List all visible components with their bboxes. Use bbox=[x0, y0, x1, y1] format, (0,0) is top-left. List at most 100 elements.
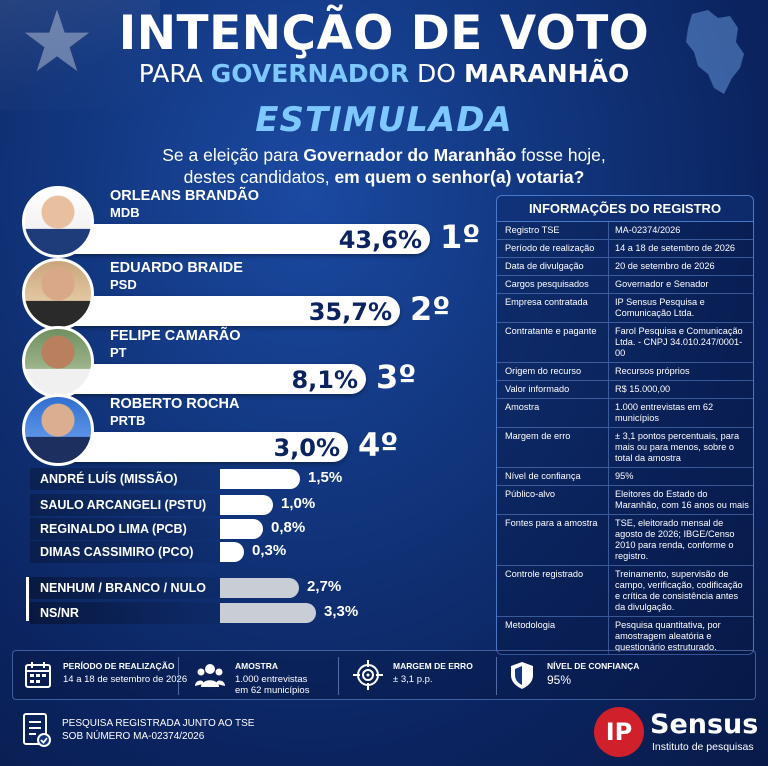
map-icon bbox=[686, 10, 744, 94]
registry-table: INFORMAÇÕES DO REGISTRO Registro TSE MA-0… bbox=[496, 195, 754, 655]
candidate-rank: 4º bbox=[358, 426, 399, 464]
page-title: INTENÇÃO DE VOTO bbox=[118, 6, 650, 61]
minor-candidate-bar bbox=[220, 469, 300, 489]
sample-value-line: 1.000 entrevistas bbox=[235, 674, 308, 685]
other-option-row: NS/NR 3,3% bbox=[30, 602, 358, 624]
star-icon bbox=[24, 9, 90, 72]
logo-name: Sensus bbox=[650, 709, 759, 740]
registry-row: Cargos pesquisados Governador e Senador bbox=[497, 276, 753, 294]
minor-candidate-name: REGINALDO LIMA (PCB) bbox=[30, 518, 220, 540]
candidate-party: PT bbox=[110, 345, 127, 360]
candidate-party: MDB bbox=[110, 205, 140, 220]
registry-key: Contratante e pagante bbox=[497, 323, 609, 362]
other-option-name: NENHUM / BRANCO / NULO bbox=[30, 577, 226, 599]
candidate-rank: 3º bbox=[376, 358, 417, 396]
registry-value: Governador e Senador bbox=[615, 279, 709, 289]
minor-candidate-bar bbox=[220, 542, 244, 562]
period-cell: PERÍODO DE REALIZAÇÃO 14 a 18 de setembr… bbox=[13, 651, 187, 701]
registry-row: Contratante e pagante Farol Pesquisa e Co… bbox=[497, 323, 753, 363]
candidate-name: ORLEANS BRANDÃO bbox=[110, 188, 260, 204]
poll-question: Se a eleição para Governador do Maranhão… bbox=[0, 144, 768, 188]
candidate-percent: 3,0% bbox=[273, 434, 340, 462]
minor-candidate-percent: 0,3% bbox=[252, 542, 287, 559]
minor-candidate-percent: 0,8% bbox=[271, 519, 306, 536]
sample-value-line: em 62 municípios bbox=[235, 685, 310, 696]
shield-icon bbox=[511, 662, 533, 689]
candidate-name: ROBERTO ROCHA bbox=[110, 396, 240, 412]
target-icon bbox=[353, 660, 383, 690]
logo-tagline: Instituto de pesquisas bbox=[652, 741, 754, 753]
candidate-bar bbox=[58, 364, 366, 394]
candidate-bar bbox=[58, 224, 430, 254]
minor-candidate-percent: 1,0% bbox=[281, 495, 316, 512]
minor-candidate-bar bbox=[220, 519, 263, 539]
registry-key: Registro TSE bbox=[497, 222, 609, 239]
registry-value: Recursos próprios bbox=[615, 366, 690, 376]
registry-key: Empresa contratada bbox=[497, 294, 609, 322]
candidate-name: FELIPE CAMARÃO bbox=[110, 328, 241, 344]
candidate-row: EDUARDO BRAIDE PSD 35,7% 2º bbox=[22, 258, 482, 330]
registry-row: Controle registrado Treinamento, supervis… bbox=[497, 566, 753, 617]
other-option-percent: 3,3% bbox=[324, 603, 359, 620]
registry-row: Metodologia Pesquisa quantitativa, por am… bbox=[497, 617, 753, 654]
other-divider bbox=[26, 577, 29, 621]
poll-type: ESTIMULADA bbox=[255, 100, 513, 140]
sample-value: 1.000 entrevistas em 62 municípios bbox=[235, 674, 309, 696]
candidate-bar bbox=[58, 296, 400, 326]
registry-value: TSE, eleitorado mensal de agosto de 2026… bbox=[615, 518, 735, 561]
registry-key: Nível de confiança bbox=[497, 468, 609, 485]
registry-value: R$ 15.000,00 bbox=[615, 384, 671, 394]
candidate-name: EDUARDO BRAIDE bbox=[110, 260, 243, 276]
registry-row: Margem de erro ± 3,1 pontos percentuais, … bbox=[497, 428, 753, 468]
candidate-photo bbox=[22, 258, 94, 330]
registry-value: MA-02374/2026 bbox=[615, 225, 681, 235]
candidate-row: FELIPE CAMARÃO PT 8,1% 3º bbox=[22, 326, 482, 398]
divider bbox=[338, 657, 339, 695]
registry-rows: Registro TSE MA-02374/2026 Período de real… bbox=[497, 222, 753, 654]
registry-key: Fontes para a amostra bbox=[497, 515, 609, 565]
tse-line: SOB NÚMERO MA-02374/2026 bbox=[62, 731, 205, 742]
registry-value: 1.000 entrevistas em 62 municípios bbox=[615, 402, 714, 423]
ip-sensus-logo: IP Sensus Instituto de pesquisas bbox=[594, 707, 758, 757]
registry-value: Farol Pesquisa e Comunicação Ltda. - CNP… bbox=[615, 326, 743, 358]
registry-value: Treinamento, supervisão de campo, verifi… bbox=[615, 569, 743, 612]
registry-row: Data de divulgação 20 de setembro de 2026 bbox=[497, 258, 753, 276]
registry-row: Período de realização 14 a 18 de setembro… bbox=[497, 240, 753, 258]
minor-candidate-row: ANDRÉ LUÍS (MISSÃO) 1,5% bbox=[30, 468, 342, 490]
tse-registration: PESQUISA REGISTRADA JUNTO AO TSE SOB NÚM… bbox=[62, 717, 254, 743]
minor-candidate-bar bbox=[220, 495, 273, 515]
sample-cell: AMOSTRA 1.000 entrevistas em 62 municípi… bbox=[185, 651, 335, 701]
registry-key: Valor informado bbox=[497, 381, 609, 398]
candidate-party: PSD bbox=[110, 277, 137, 292]
minor-candidate-row: DIMAS CASSIMIRO (PCO) 0,3% bbox=[30, 541, 330, 563]
margin-value: ± 3,1 p.p. bbox=[393, 674, 433, 685]
candidate-rank: 1º bbox=[440, 218, 481, 256]
registry-key: Período de realização bbox=[497, 240, 609, 257]
logo-mark: IP bbox=[594, 707, 644, 757]
question-part: Governador do Maranhão bbox=[303, 145, 517, 165]
period-value: 14 a 18 de setembro de 2026 bbox=[63, 674, 188, 685]
registry-value: 20 de setembro de 2026 bbox=[615, 261, 715, 271]
other-option-percent: 2,7% bbox=[307, 578, 342, 595]
registry-key: Data de divulgação bbox=[497, 258, 609, 275]
registry-key: Metodologia bbox=[497, 617, 609, 654]
other-option-bar bbox=[220, 578, 299, 598]
minor-candidate-name: SAULO ARCANGELI (PSTU) bbox=[30, 494, 220, 516]
divider bbox=[178, 657, 179, 695]
registry-key: Amostra bbox=[497, 399, 609, 427]
registry-key: Origem do recurso bbox=[497, 363, 609, 380]
candidate-photo bbox=[22, 326, 94, 398]
margin-label: MARGEM DE ERRO bbox=[393, 661, 473, 671]
registry-row: Público-alvo Eleitores do Estado do Maran… bbox=[497, 486, 753, 515]
candidate-percent: 8,1% bbox=[291, 366, 358, 394]
confidence-cell: NÍVEL DE CONFIANÇA 95% bbox=[497, 651, 657, 701]
candidate-row: ROBERTO ROCHA PRTB 3,0% 4º bbox=[22, 394, 482, 466]
confidence-label: NÍVEL DE CONFIANÇA bbox=[547, 661, 640, 671]
candidate-photo bbox=[22, 394, 94, 466]
other-option-name: NS/NR bbox=[30, 602, 226, 624]
subtitle-office: GOVERNADOR bbox=[210, 59, 410, 88]
registry-row: Origem do recurso Recursos próprios bbox=[497, 363, 753, 381]
minor-candidate-name: ANDRÉ LUÍS (MISSÃO) bbox=[30, 468, 220, 490]
candidate-row: ORLEANS BRANDÃO MDB 43,6% 1º bbox=[22, 186, 482, 258]
registry-value: IP Sensus Pesquisa e Comunicação Ltda. bbox=[615, 297, 705, 318]
